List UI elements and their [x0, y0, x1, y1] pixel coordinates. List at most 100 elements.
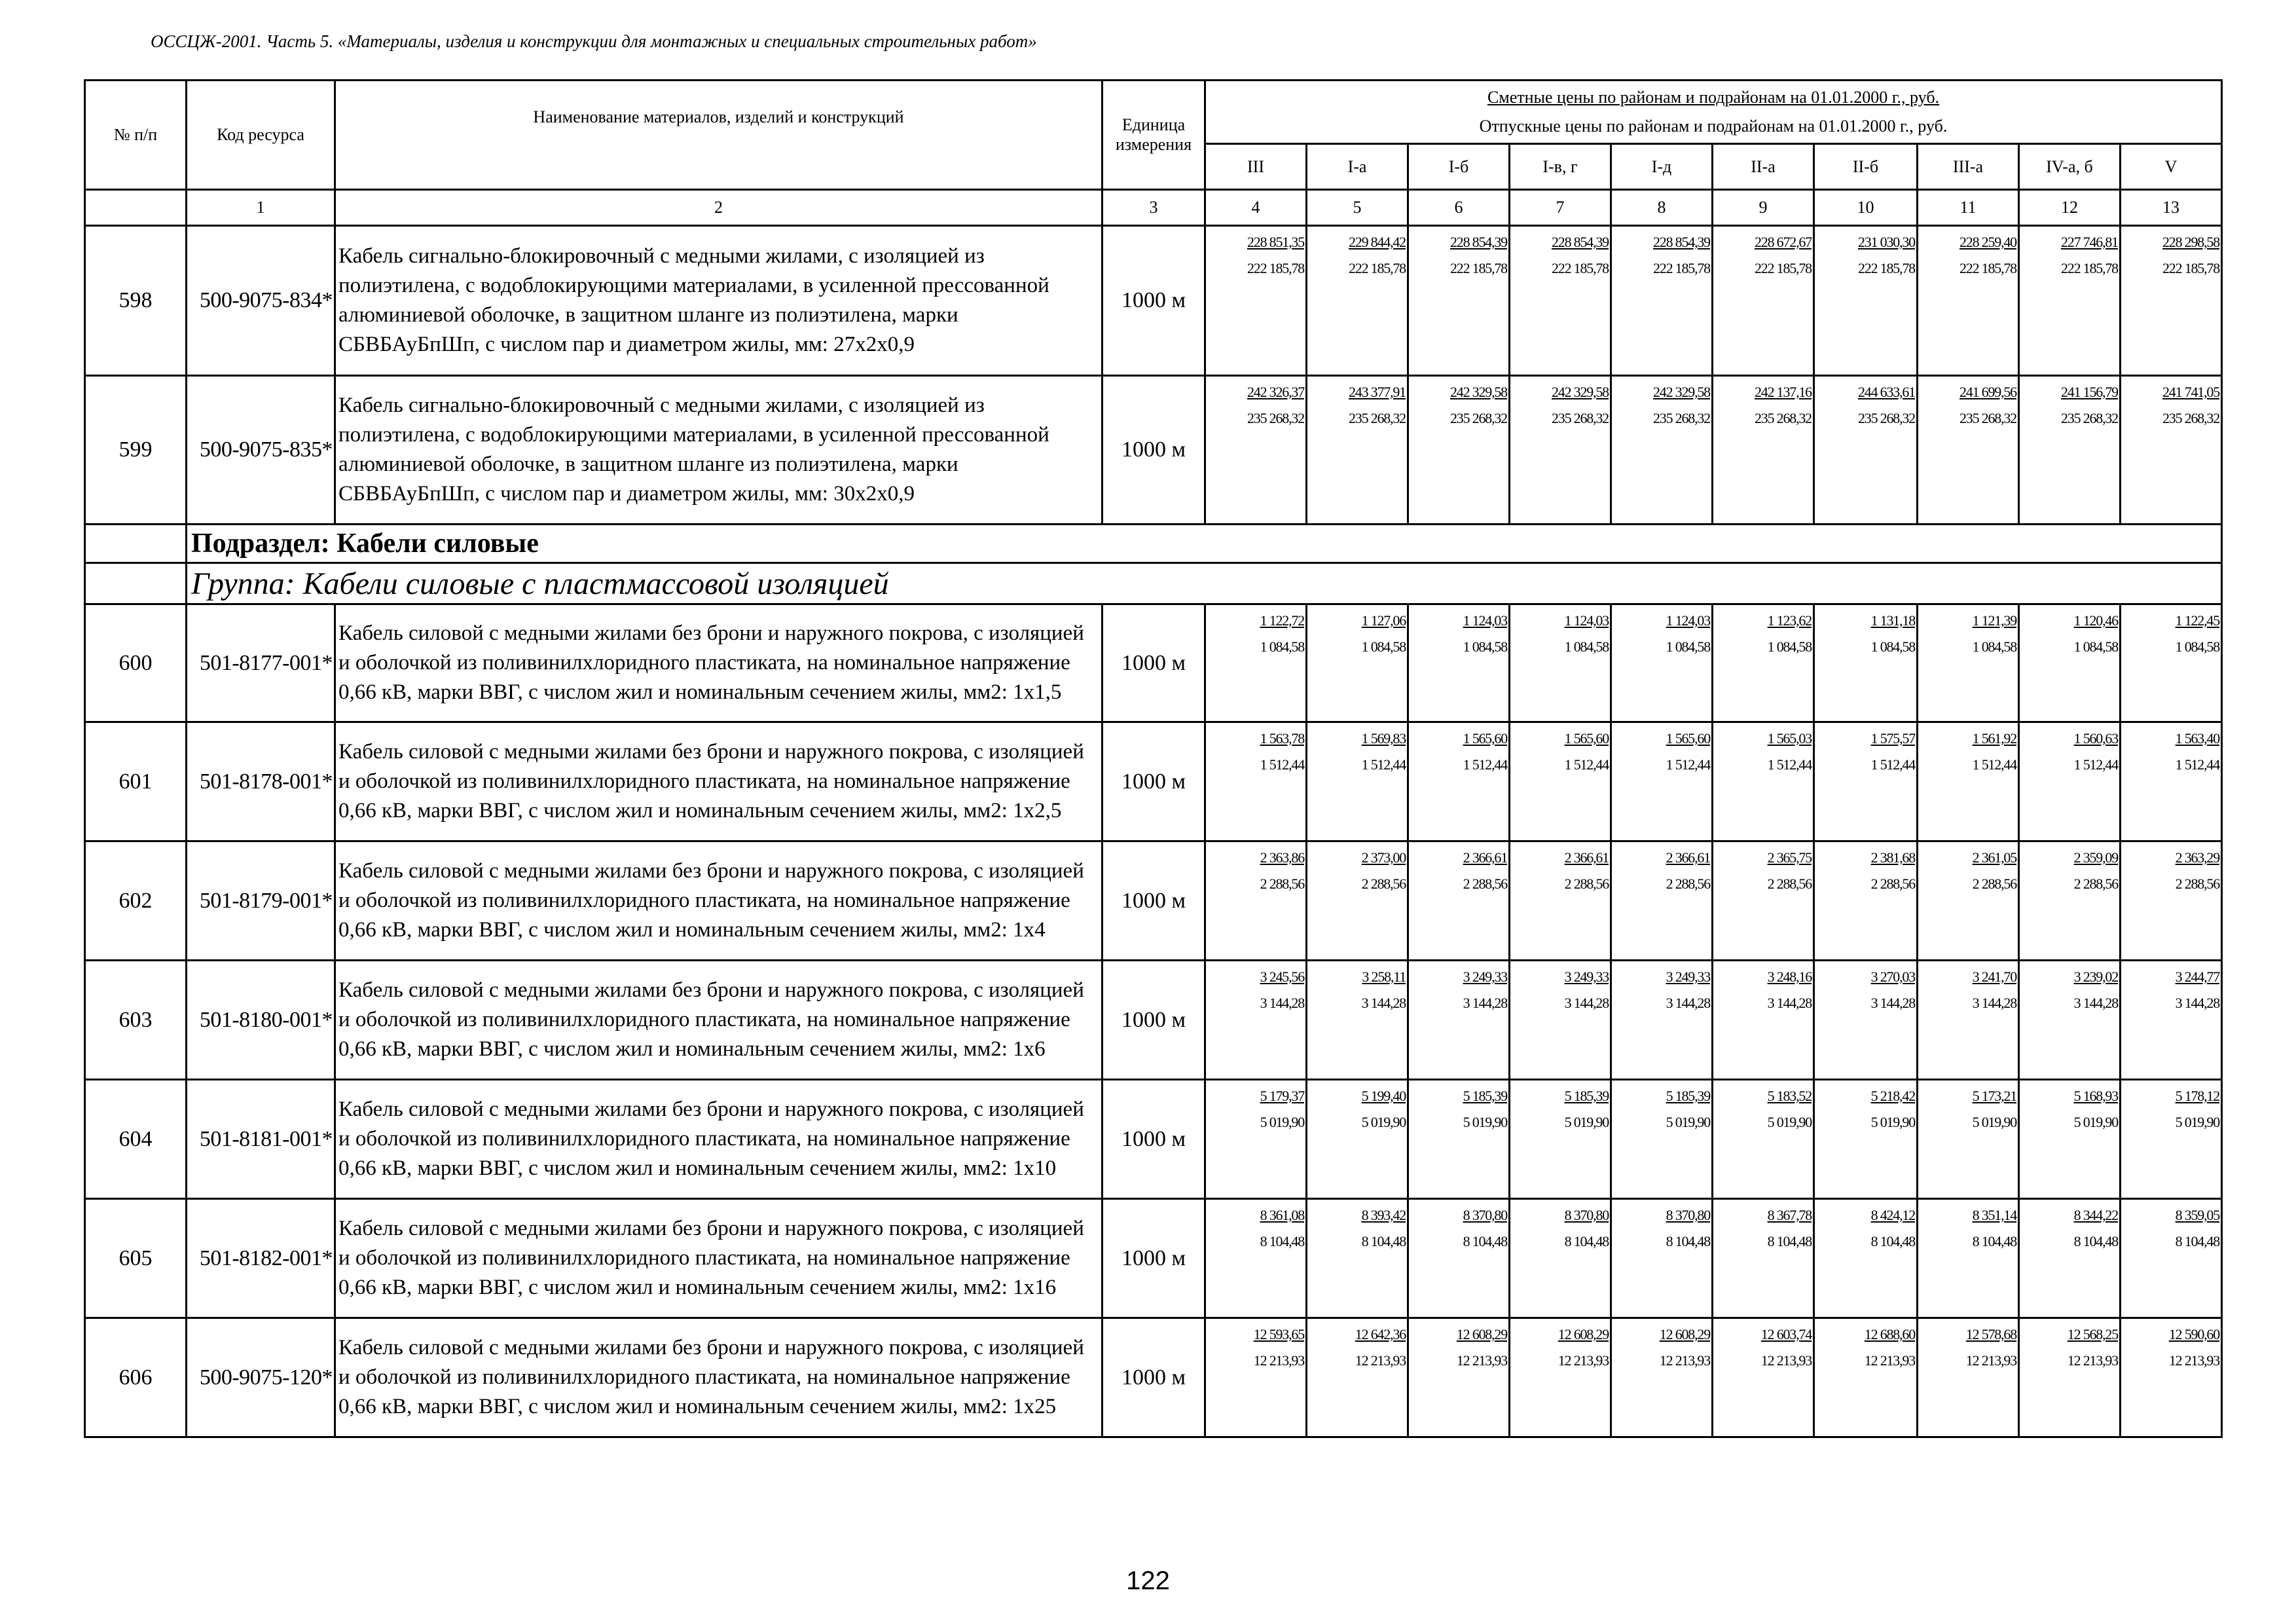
estimated-price: 228 854,39	[1449, 234, 1508, 250]
price-cell: 1 131,18 1 084,58	[1813, 603, 1918, 723]
estimated-price: 228 259,40	[1959, 234, 2017, 250]
estimated-price: 2 373,00	[1361, 849, 1407, 866]
price-cell: 228 298,58 222 185,78	[2119, 225, 2223, 377]
release-price: 222 185,78	[1652, 260, 1711, 276]
release-price: 1 084,58	[1564, 638, 1610, 655]
release-price: 5 019,90	[1870, 1114, 1916, 1130]
price-cell: 1 561,92 1 512,44	[1916, 721, 2020, 842]
price-cell: 228 672,67 222 185,78	[1711, 225, 1815, 377]
material-name: Кабель силовой с медными жилами без брон…	[334, 1317, 1103, 1438]
price-cell: 5 199,40 5 019,90	[1305, 1079, 1409, 1200]
estimated-price: 12 603,74	[1760, 1326, 1812, 1342]
release-price: 5 019,90	[1972, 1114, 2018, 1130]
estimated-price: 5 168,93	[2073, 1088, 2119, 1104]
price-cell: 12 608,29 12 213,93	[1407, 1317, 1510, 1438]
release-price: 1 084,58	[1767, 638, 1813, 655]
price-cell: 5 173,21 5 019,90	[1916, 1079, 2020, 1200]
resource-code: 501-8179-001*	[185, 840, 336, 961]
header-name: Наименование материалов, изделий и конст…	[334, 79, 1103, 191]
price-cell: 1 124,03 1 084,58	[1508, 603, 1612, 723]
estimated-price: 228 672,67	[1754, 234, 1812, 250]
header-region: II-б	[1813, 143, 1918, 191]
price-cell: 1 124,03 1 084,58	[1610, 603, 1713, 723]
release-price: 3 144,28	[2175, 995, 2221, 1011]
unit-of-measure: 1000 м	[1101, 375, 1206, 525]
column-number: 9	[1711, 189, 1815, 227]
price-cell: 8 367,78 8 104,48	[1711, 1198, 1815, 1319]
estimated-price: 241 741,05	[2162, 384, 2220, 400]
release-price: 2 288,56	[1361, 876, 1407, 892]
material-name: Кабель сигнально-блокировочный с медными…	[334, 225, 1103, 377]
estimated-price: 12 578,68	[1965, 1326, 2017, 1342]
release-price: 1 512,44	[1361, 756, 1407, 773]
price-cell: 228 854,39 222 185,78	[1407, 225, 1510, 377]
material-name: Кабель силовой с медными жилами без брон…	[334, 1198, 1103, 1319]
release-price: 8 104,48	[1463, 1233, 1508, 1249]
release-price: 12 213,93	[2168, 1352, 2220, 1369]
price-cell: 8 361,08 8 104,48	[1204, 1198, 1307, 1319]
header-price-estimated: Сметные цены по районам и подрайонам на …	[1487, 88, 1940, 107]
price-cell: 2 373,00 2 288,56	[1305, 840, 1409, 961]
row-number: 602	[84, 840, 187, 961]
unit-of-measure: 1000 м	[1101, 1079, 1206, 1200]
price-cell: 241 699,56 235 268,32	[1916, 375, 2020, 525]
release-price: 222 185,78	[1348, 260, 1406, 276]
estimated-price: 5 185,39	[1666, 1088, 1711, 1104]
price-cell: 2 366,61 2 288,56	[1508, 840, 1612, 961]
price-cell: 2 361,05 2 288,56	[1916, 840, 2020, 961]
release-price: 3 144,28	[2073, 995, 2119, 1011]
price-cell: 5 183,52 5 019,90	[1711, 1079, 1815, 1200]
release-price: 1 512,44	[1564, 756, 1610, 773]
estimated-price: 3 249,33	[1666, 969, 1711, 985]
column-number: 7	[1508, 189, 1612, 227]
row-number: 599	[84, 375, 187, 525]
release-price: 12 213,93	[1558, 1352, 1609, 1369]
price-cell: 3 249,33 3 144,28	[1407, 959, 1510, 1080]
estimated-price: 1 565,60	[1564, 730, 1610, 747]
release-price: 1 084,58	[1972, 638, 2018, 655]
header-region: II-а	[1711, 143, 1815, 191]
release-price: 2 288,56	[2175, 876, 2221, 892]
resource-code: 501-8180-001*	[185, 959, 336, 1080]
estimated-price: 5 185,39	[1564, 1088, 1610, 1104]
release-price: 235 268,32	[1652, 410, 1711, 426]
header-region: V	[2119, 143, 2223, 191]
release-price: 3 144,28	[1972, 995, 2018, 1011]
estimated-price: 5 218,42	[1870, 1088, 1916, 1104]
estimated-price: 12 608,29	[1558, 1326, 1609, 1342]
material-name: Кабель силовой с медными жилами без брон…	[334, 1079, 1103, 1200]
document-title: ОССЦЖ-2001. Часть 5. «Материалы, изделия…	[151, 31, 1037, 51]
estimated-price: 5 179,37	[1260, 1088, 1305, 1104]
release-price: 235 268,32	[1857, 410, 1916, 426]
release-price: 8 104,48	[1767, 1233, 1813, 1249]
release-price: 5 019,90	[1260, 1114, 1305, 1130]
estimated-price: 231 030,30	[1857, 234, 1916, 250]
table-row: 601 501-8178-001* Кабель силовой с медными…	[84, 721, 2223, 842]
estimated-price: 5 185,39	[1463, 1088, 1508, 1104]
price-cell: 243 377,91 235 268,32	[1305, 375, 1409, 525]
estimated-price: 1 569,83	[1361, 730, 1407, 747]
estimated-price: 8 393,42	[1361, 1207, 1407, 1223]
release-price: 3 144,28	[1666, 995, 1711, 1011]
release-price: 235 268,32	[2060, 410, 2119, 426]
release-price: 8 104,48	[1361, 1233, 1407, 1249]
estimated-price: 3 239,02	[2073, 969, 2119, 985]
estimated-price: 2 361,05	[1972, 849, 2018, 866]
estimated-price: 1 565,03	[1767, 730, 1813, 747]
estimated-price: 2 359,09	[2073, 849, 2119, 866]
column-number: 3	[1101, 189, 1206, 227]
header-region: I-б	[1407, 143, 1510, 191]
price-cell: 3 249,33 3 144,28	[1610, 959, 1713, 1080]
release-price: 5 019,90	[2175, 1114, 2221, 1130]
unit-of-measure: 1000 м	[1101, 721, 1206, 842]
price-cell: 2 359,09 2 288,56	[2018, 840, 2121, 961]
row-number: 605	[84, 1198, 187, 1319]
estimated-price: 3 248,16	[1767, 969, 1813, 985]
estimated-price: 3 270,03	[1870, 969, 1916, 985]
price-cell: 1 123,62 1 084,58	[1711, 603, 1815, 723]
table-row: 605 501-8182-001* Кабель силовой с медными…	[84, 1198, 2223, 1319]
unit-of-measure: 1000 м	[1101, 959, 1206, 1080]
column-number: 2	[334, 189, 1103, 227]
column-number: 13	[2119, 189, 2223, 227]
release-price: 8 104,48	[1666, 1233, 1711, 1249]
